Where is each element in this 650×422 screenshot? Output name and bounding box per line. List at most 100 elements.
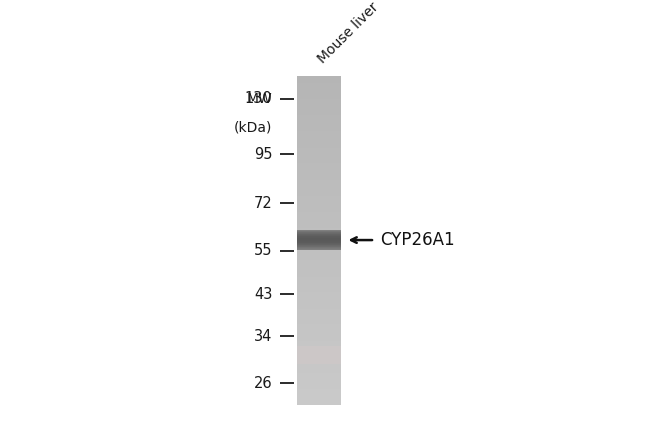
- Bar: [297, 191, 341, 192]
- Bar: [297, 261, 341, 262]
- Bar: [297, 306, 341, 307]
- Bar: [297, 285, 341, 286]
- Bar: [297, 173, 341, 174]
- Bar: [297, 130, 341, 131]
- Bar: [297, 294, 341, 295]
- Bar: [297, 380, 341, 381]
- Bar: [297, 154, 341, 155]
- Bar: [297, 244, 341, 245]
- Bar: [297, 120, 341, 121]
- Bar: [297, 122, 341, 123]
- Bar: [297, 245, 341, 246]
- Bar: [297, 208, 341, 209]
- Bar: [297, 106, 341, 107]
- Bar: [297, 115, 341, 116]
- Bar: [297, 82, 341, 83]
- Bar: [297, 223, 341, 224]
- Bar: [297, 189, 341, 190]
- Bar: [297, 279, 341, 280]
- Bar: [297, 363, 341, 364]
- Bar: [297, 134, 341, 135]
- Bar: [297, 335, 341, 336]
- Bar: [297, 150, 341, 151]
- Bar: [297, 165, 341, 166]
- Bar: [297, 159, 341, 160]
- Bar: [297, 277, 341, 278]
- Bar: [297, 343, 341, 344]
- Bar: [297, 190, 341, 191]
- Bar: [297, 368, 341, 369]
- Bar: [297, 140, 341, 141]
- Bar: [297, 346, 341, 347]
- Bar: [297, 304, 341, 305]
- Bar: [297, 171, 341, 172]
- Bar: [297, 321, 341, 322]
- Bar: [297, 372, 341, 373]
- Bar: [297, 317, 341, 318]
- Bar: [297, 97, 341, 98]
- Bar: [297, 228, 341, 229]
- Bar: [297, 231, 341, 232]
- Bar: [297, 136, 341, 137]
- Text: CYP26A1: CYP26A1: [380, 231, 454, 249]
- Bar: [297, 176, 341, 177]
- Bar: [297, 403, 341, 404]
- Bar: [297, 94, 341, 95]
- Bar: [297, 146, 341, 147]
- Bar: [297, 234, 341, 235]
- Bar: [297, 271, 341, 272]
- Bar: [297, 262, 341, 263]
- Bar: [297, 314, 341, 315]
- Bar: [297, 350, 341, 351]
- Bar: [297, 93, 341, 94]
- Bar: [297, 225, 341, 226]
- Bar: [297, 201, 341, 202]
- Bar: [297, 379, 341, 380]
- Bar: [297, 181, 341, 182]
- Bar: [297, 216, 341, 217]
- Bar: [297, 346, 341, 364]
- Bar: [297, 227, 341, 228]
- Bar: [297, 355, 341, 356]
- Bar: [297, 158, 341, 159]
- Bar: [297, 303, 341, 304]
- Bar: [297, 390, 341, 391]
- Bar: [297, 202, 341, 203]
- Bar: [297, 253, 341, 254]
- Bar: [297, 236, 341, 237]
- Bar: [297, 260, 341, 261]
- Bar: [297, 377, 341, 378]
- Bar: [297, 397, 341, 398]
- Bar: [297, 293, 341, 294]
- Text: 26: 26: [254, 376, 272, 391]
- Bar: [297, 247, 341, 248]
- Bar: [297, 151, 341, 152]
- Bar: [297, 137, 341, 138]
- Bar: [297, 224, 341, 225]
- Bar: [297, 246, 341, 247]
- Bar: [297, 340, 341, 341]
- Bar: [297, 242, 341, 243]
- Bar: [297, 196, 341, 197]
- Bar: [297, 204, 341, 205]
- Bar: [297, 199, 341, 200]
- Bar: [297, 236, 341, 237]
- Bar: [297, 281, 341, 282]
- Bar: [297, 382, 341, 383]
- Bar: [297, 98, 341, 99]
- Bar: [297, 77, 341, 78]
- Bar: [297, 375, 341, 376]
- Bar: [297, 287, 341, 288]
- Bar: [297, 332, 341, 333]
- Bar: [297, 297, 341, 298]
- Bar: [297, 373, 341, 374]
- Bar: [297, 210, 341, 211]
- Bar: [297, 78, 341, 79]
- Bar: [297, 183, 341, 184]
- Bar: [297, 239, 341, 240]
- Bar: [297, 381, 341, 382]
- Bar: [297, 258, 341, 259]
- Bar: [297, 248, 341, 249]
- Bar: [297, 328, 341, 329]
- Bar: [297, 184, 341, 185]
